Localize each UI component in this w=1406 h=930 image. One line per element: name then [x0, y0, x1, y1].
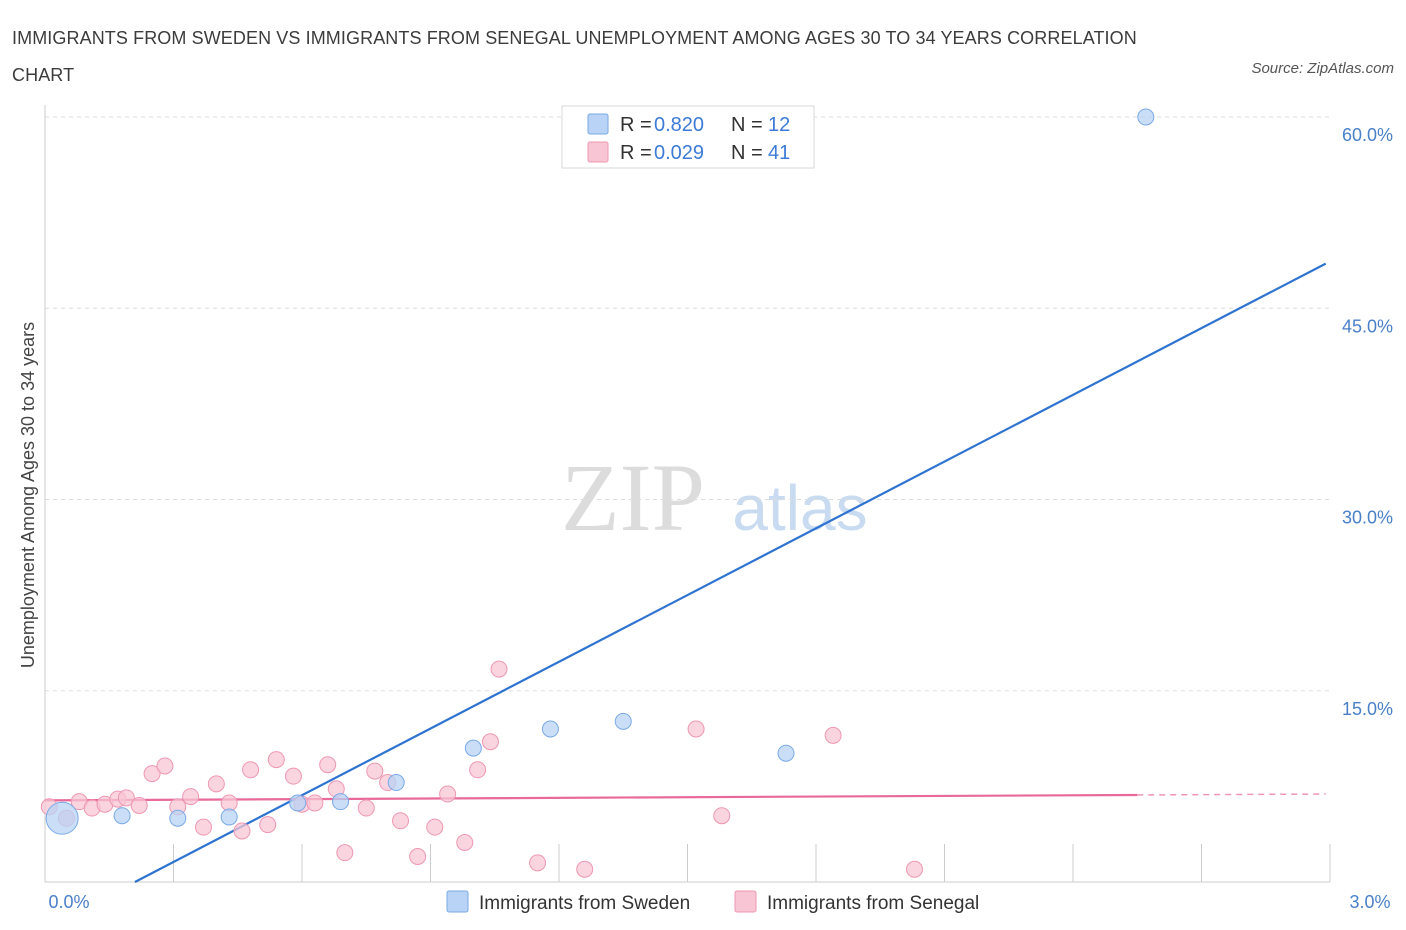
point-senegal-35 — [490, 660, 508, 678]
series-legend-swatch-senegal — [734, 890, 757, 913]
legend-n-label-sweden: N = — [731, 114, 763, 136]
stats-legend: R = 0.820 N = 12 R = 0.029 N = 41 — [561, 105, 815, 169]
point-senegal-11 — [182, 788, 200, 806]
point-senegal-37 — [576, 860, 594, 878]
watermark-atlas: atlas — [732, 472, 867, 544]
point-senegal-36 — [529, 854, 547, 872]
point-sweden-2 — [169, 809, 187, 827]
point-senegal-29 — [409, 848, 427, 865]
legend-n-value-senegal: 41 — [768, 142, 790, 164]
point-sweden-7 — [464, 739, 482, 757]
point-senegal-25 — [357, 799, 375, 817]
point-senegal-24 — [336, 844, 354, 862]
legend-swatch-senegal — [587, 141, 609, 163]
data-points — [40, 108, 1155, 878]
point-sweden-4 — [289, 794, 307, 812]
point-senegal-19 — [284, 767, 302, 785]
point-senegal-31 — [439, 785, 457, 803]
point-senegal-28 — [392, 812, 410, 830]
y-tick-label-0: 15.0% — [1342, 699, 1393, 719]
series-legend-label-sweden: Immigrants from Sweden — [479, 893, 690, 914]
point-senegal-7 — [130, 797, 148, 814]
point-sweden-3 — [220, 808, 238, 826]
point-senegal-12 — [194, 818, 212, 836]
trendlines — [44, 262, 1327, 883]
point-senegal-40 — [824, 726, 842, 744]
point-sweden-8 — [541, 720, 559, 738]
point-senegal-41 — [906, 860, 924, 878]
trendline-sweden — [134, 262, 1327, 883]
point-senegal-32 — [456, 833, 474, 851]
axes — [44, 105, 1331, 883]
legend-r-label-sweden: R = — [620, 114, 652, 136]
point-sweden-11 — [1137, 108, 1155, 126]
point-senegal-18 — [267, 751, 285, 769]
y-tick-label-2: 45.0% — [1342, 316, 1393, 336]
point-senegal-21 — [306, 794, 324, 812]
point-senegal-8 — [143, 765, 161, 783]
y-tick-label-3: 60.0% — [1342, 125, 1393, 145]
point-senegal-16 — [242, 761, 260, 779]
point-sweden-5 — [332, 793, 350, 811]
point-senegal-30 — [426, 818, 444, 836]
trendline-senegal-extension — [1137, 793, 1326, 796]
point-senegal-17 — [259, 816, 277, 834]
series-legend-label-senegal: Immigrants from Senegal — [767, 893, 979, 914]
point-senegal-34 — [481, 733, 499, 751]
series-legend: Immigrants from Sweden Immigrants from S… — [446, 890, 979, 914]
watermark: ZIP atlas — [561, 444, 868, 551]
gridlines — [45, 116, 1330, 692]
series-legend-swatch-sweden — [446, 890, 469, 913]
legend-n-label-senegal: N = — [731, 142, 763, 164]
point-senegal-6 — [117, 789, 135, 807]
point-sweden-6 — [387, 774, 405, 792]
x-tick-label-min: 0.0% — [48, 892, 89, 912]
legend-r-value-sweden: 0.820 — [654, 114, 704, 136]
x-tick-label-max: 3.0% — [1349, 892, 1390, 912]
trendline-senegal — [44, 793, 1138, 802]
chart-title: IMMIGRANTS FROM SWEDEN VS IMMIGRANTS FRO… — [12, 28, 1137, 85]
point-senegal-13 — [207, 775, 225, 793]
legend-n-value-sweden: 12 — [768, 114, 790, 136]
point-senegal-38 — [687, 720, 705, 738]
y-tick-label-1: 30.0% — [1342, 508, 1393, 528]
legend-r-label-senegal: R = — [620, 142, 652, 164]
point-sweden-0 — [45, 801, 79, 835]
point-sweden-10 — [777, 744, 795, 762]
point-sweden-1 — [113, 807, 131, 825]
source-label: Source: ZipAtlas.com — [1251, 60, 1394, 77]
y-tick-labels: 15.0% 30.0% 45.0% 60.0% — [1342, 125, 1393, 719]
point-senegal-22 — [319, 756, 337, 774]
point-senegal-39 — [713, 807, 731, 825]
point-senegal-9 — [156, 757, 174, 775]
legend-swatch-sweden — [587, 113, 609, 135]
y-axis-label: Unemployment Among Ages 30 to 34 years — [18, 322, 38, 668]
point-senegal-15 — [233, 822, 251, 840]
legend-r-value-senegal: 0.029 — [654, 142, 704, 164]
point-senegal-33 — [469, 761, 487, 779]
watermark-zip: ZIP — [561, 444, 705, 551]
point-sweden-9 — [614, 712, 632, 730]
point-senegal-26 — [366, 762, 384, 780]
